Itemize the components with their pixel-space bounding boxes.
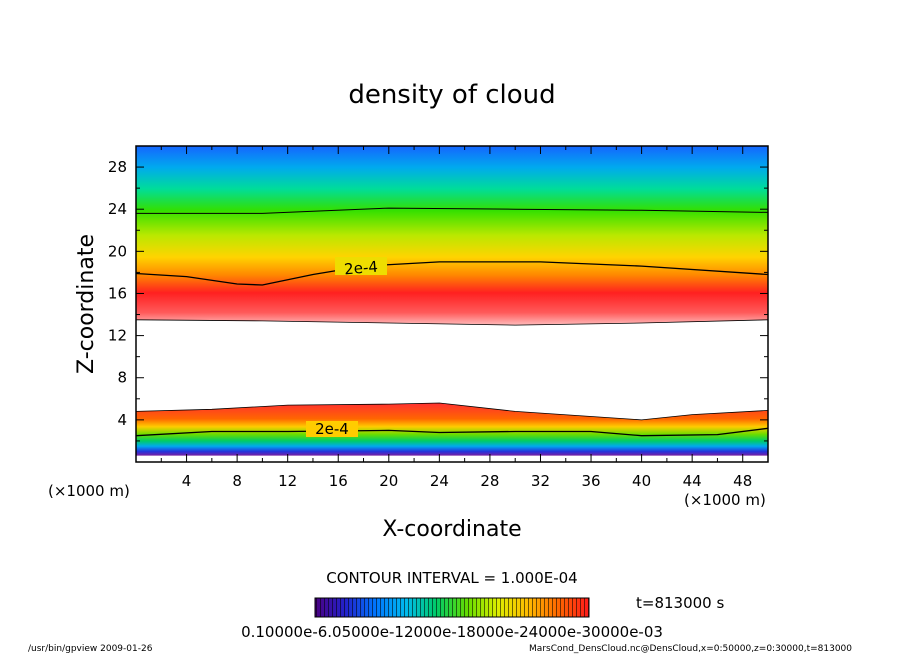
- y-tick-label: 28: [108, 158, 127, 176]
- footer-right: MarsCond_DensCloud.nc@DensCloud,x=0:5000…: [529, 644, 852, 654]
- chart-title: density of cloud: [348, 80, 555, 110]
- x-tick-label: 12: [278, 472, 297, 490]
- y-tick-label: 20: [108, 242, 127, 260]
- x-unit-label-right: (×1000 m): [684, 491, 766, 509]
- lower-contour-2e-4: [136, 427, 768, 437]
- x-tick-label: 36: [581, 472, 600, 490]
- label-bg-upper: [335, 257, 387, 275]
- x-axis-label: X-coordinate: [382, 517, 521, 542]
- label-bg-lower: [306, 421, 358, 437]
- plot-frame: [135, 145, 769, 463]
- time-text: t=813000 s: [636, 594, 724, 612]
- upper-contour-1e-4: [136, 207, 768, 214]
- lower-layer-top-contour: [136, 402, 768, 421]
- y-axis-label: Z-coordinate: [74, 234, 99, 374]
- x-tick-label: 24: [430, 472, 449, 490]
- x-tick-label: 32: [531, 472, 550, 490]
- upper-cloud-layer: [136, 146, 768, 326]
- upper-layer-bottom-contour: [136, 319, 768, 326]
- x-unit-label-left: (×1000 m): [48, 482, 130, 500]
- x-tick-label: 28: [480, 472, 499, 490]
- x-tick-label: 44: [683, 472, 702, 490]
- x-tick-label: 48: [733, 472, 752, 490]
- lower-cloud-layer: [136, 403, 768, 456]
- contour-interval-text: CONTOUR INTERVAL = 1.000E-04: [326, 569, 577, 587]
- y-tick-label: 16: [108, 284, 127, 302]
- colorbar-labels: 0.10000e-6.05000e-12000e-18000e-24000e-3…: [241, 623, 663, 641]
- x-axis-ticks: 4 8 12 16 20 24 28 32 36 40 44 48: [135, 146, 769, 490]
- contour-label-lower: 2e-4: [315, 420, 349, 438]
- footer-left: /usr/bin/gpview 2009-01-26: [28, 644, 153, 654]
- y-tick-label: 12: [108, 327, 127, 345]
- x-tick-label: 20: [379, 472, 398, 490]
- y-axis-ticks: 4 8 12 16 20 24 28: [108, 145, 768, 463]
- x-tick-label: 4: [182, 472, 192, 490]
- y-tick-label: 8: [117, 369, 127, 387]
- x-tick-label: 8: [232, 472, 242, 490]
- x-tick-label: 16: [329, 472, 348, 490]
- contour-label-upper: 2e-4: [343, 258, 378, 279]
- colorbar: [314, 597, 590, 618]
- y-tick-label: 4: [117, 411, 127, 429]
- x-tick-label: 40: [632, 472, 651, 490]
- y-tick-label: 24: [108, 200, 127, 218]
